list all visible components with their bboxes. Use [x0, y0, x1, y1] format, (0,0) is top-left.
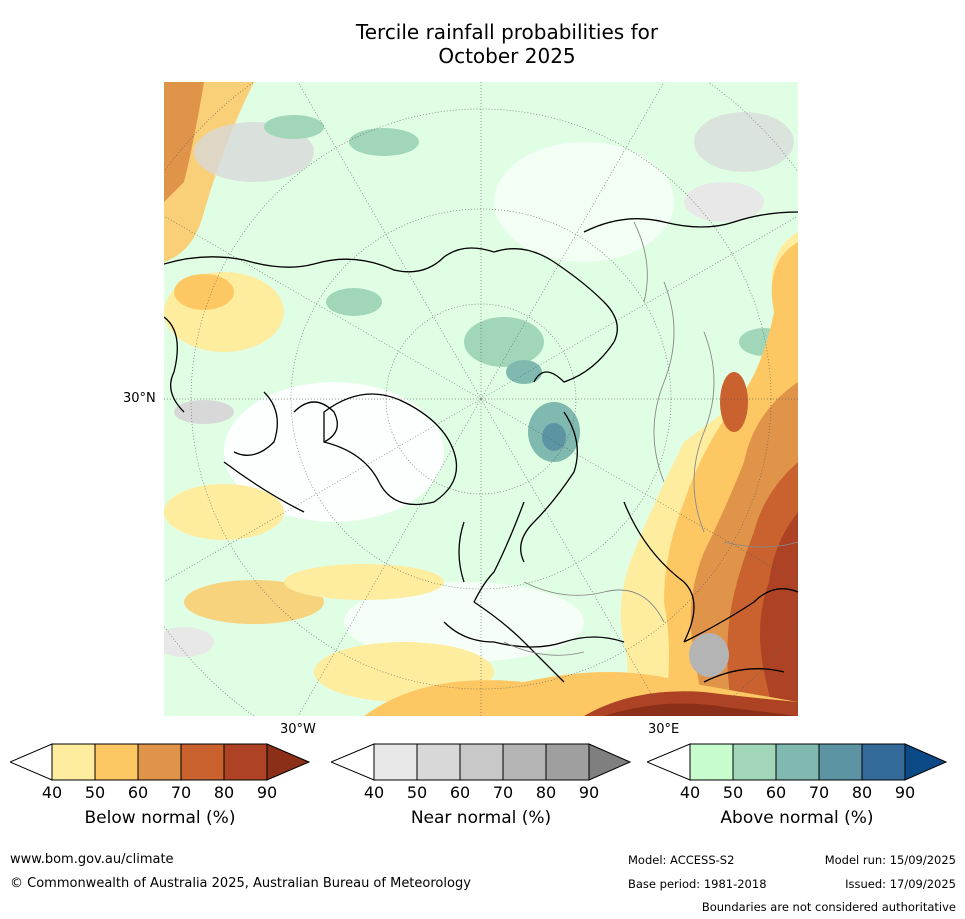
- below-cbar-band-60: [137, 743, 182, 781]
- near-cbar-band-70: [502, 743, 547, 781]
- near-cbar-band-80: [545, 743, 590, 781]
- below-normal-label: Below normal (%): [84, 808, 236, 828]
- near-tick-50: 50: [406, 783, 428, 802]
- near-cbar-high-arrow: [588, 743, 631, 781]
- above-tick-80: 80: [851, 783, 873, 802]
- below-tick-80: 80: [213, 783, 235, 802]
- footer-model: Model: ACCESS-S2: [628, 853, 735, 867]
- above-tick-40: 40: [679, 783, 701, 802]
- above-cbar-band-50: [732, 743, 777, 781]
- below-cbar-low-arrow: [10, 743, 53, 781]
- above-cbar-band-40: [689, 743, 734, 781]
- near-tick-60: 60: [449, 783, 471, 802]
- above-cbar-high-arrow: [904, 743, 947, 781]
- above-cbar-band-60: [775, 743, 820, 781]
- chart-title: Tercile rainfall probabilities for Octob…: [0, 20, 965, 68]
- footer-disclaimer: Boundaries are not considered authoritat…: [701, 900, 956, 914]
- above-tick-90: 90: [894, 783, 916, 802]
- near-tick-90: 90: [578, 783, 600, 802]
- near-tick-70: 70: [492, 783, 514, 802]
- lon-label-30w: 30°W: [280, 722, 316, 737]
- near-tick-80: 80: [535, 783, 557, 802]
- title-line-2: October 2025: [438, 44, 576, 68]
- below-tick-70: 70: [170, 783, 192, 802]
- lon-label-30e: 30°E: [648, 722, 680, 737]
- below-normal-colorbar: [10, 743, 310, 781]
- footer-issued: Issued: 17/09/2025: [845, 877, 956, 891]
- above-cbar-band-70: [818, 743, 863, 781]
- footer-url[interactable]: www.bom.gov.au/climate: [10, 852, 174, 867]
- below-cbar-band-50: [94, 743, 139, 781]
- tercile-probability-map: [164, 82, 798, 716]
- lat-label-30n: 30°N: [123, 391, 156, 406]
- below-cbar-band-70: [180, 743, 225, 781]
- near-normal-label: Near normal (%): [410, 808, 552, 828]
- above-normal-label: Above normal (%): [720, 808, 874, 828]
- below-cbar-high-arrow: [266, 743, 310, 781]
- near-tick-40: 40: [363, 783, 385, 802]
- footer-model-run: Model run: 15/09/2025: [824, 853, 956, 867]
- near-cbar-band-60: [459, 743, 504, 781]
- above-cbar-ticks: 40 50 60 70 80 90: [680, 783, 915, 803]
- above-tick-60: 60: [765, 783, 787, 802]
- near-normal-colorbar: [331, 743, 631, 781]
- above-normal-colorbar: [647, 743, 947, 781]
- below-cbar-ticks: 40 50 60 70 80 90: [42, 783, 277, 803]
- footer-copyright: © Commonwealth of Australia 2025, Austra…: [10, 876, 471, 891]
- above-tick-70: 70: [808, 783, 830, 802]
- near-cbar-ticks: 40 50 60 70 80 90: [364, 783, 599, 803]
- near-cbar-low-arrow: [331, 743, 375, 781]
- below-tick-50: 50: [84, 783, 106, 802]
- near-cbar-band-40: [373, 743, 418, 781]
- above-cbar-band-80: [861, 743, 906, 781]
- below-cbar-band-40: [51, 743, 96, 781]
- above-cbar-low-arrow: [647, 743, 691, 781]
- near-cbar-band-50: [416, 743, 461, 781]
- below-tick-60: 60: [127, 783, 149, 802]
- footer-base-period: Base period: 1981-2018: [628, 877, 767, 891]
- below-tick-90: 90: [256, 783, 278, 802]
- below-tick-40: 40: [41, 783, 63, 802]
- above-tick-50: 50: [722, 783, 744, 802]
- below-cbar-band-80: [223, 743, 268, 781]
- title-line-1: Tercile rainfall probabilities for: [355, 20, 659, 44]
